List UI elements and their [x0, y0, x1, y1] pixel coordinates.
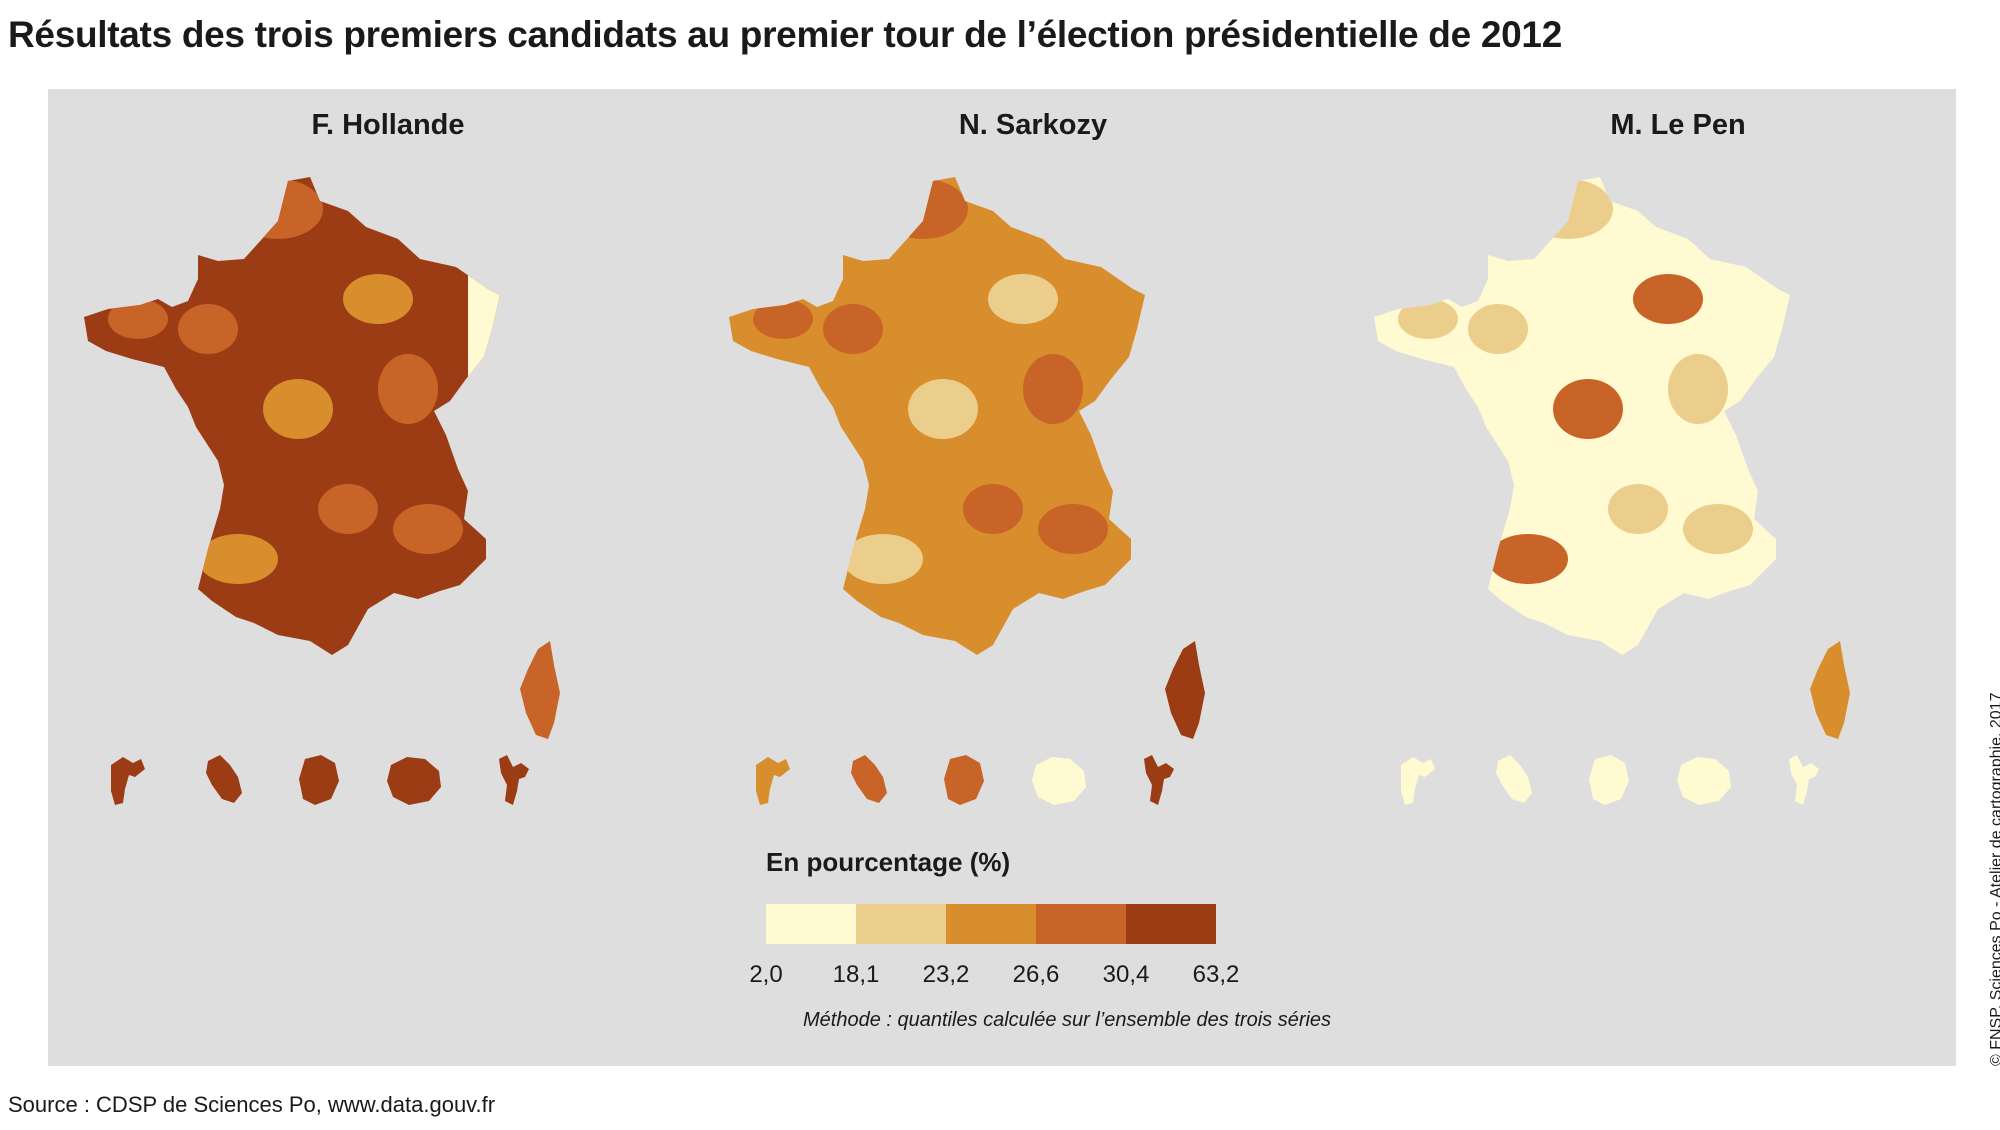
credit-note: © FNSP. Sciences Po - Atelier de cartogr…: [1988, 692, 2000, 1066]
region-patch-8: [963, 484, 1023, 534]
legend-swatch-1: [856, 904, 946, 944]
overseas-territory-4: [1144, 755, 1174, 805]
map-title: Résultats des trois premiers candidats a…: [8, 14, 1562, 55]
region-patch-5: [1683, 504, 1753, 554]
source-note: Source : CDSP de Sciences Po, www.data.g…: [8, 1092, 496, 1117]
region-patch-3: [1023, 354, 1083, 424]
region-patch-east: [468, 269, 500, 419]
choropleth-maps: [84, 177, 1850, 805]
overseas-territory-4: [1789, 755, 1819, 805]
legend-tick-label: 18,1: [832, 961, 880, 988]
overseas-territory-3: [387, 757, 441, 805]
region-patch-3: [1668, 354, 1728, 424]
overseas-territory-3: [1677, 757, 1731, 805]
region-patch-3: [378, 354, 438, 424]
overseas-territory-2: [299, 755, 339, 805]
region-patch-1: [343, 274, 413, 324]
legend-swatch-4: [1126, 904, 1216, 944]
legend-tick-label: 2,0: [749, 961, 783, 988]
map-panel: F. Hollande N. Sarkozy M. Le Pen En pour…: [48, 89, 1956, 1066]
region-patch-0: [1523, 179, 1613, 239]
candidate-title-sarkozy: N. Sarkozy: [958, 109, 1108, 141]
region-patch-7: [753, 299, 813, 339]
candidate-title-hollande: F. Hollande: [311, 109, 465, 141]
region-patch-6: [198, 534, 278, 584]
region-patch-5: [1038, 504, 1108, 554]
legend-tick-label: 23,2: [922, 961, 970, 988]
region-patch-0: [878, 179, 968, 239]
overseas-territory-2: [1589, 755, 1629, 805]
region-patch-7: [1398, 299, 1458, 339]
candidate-title-lepen: M. Le Pen: [1610, 109, 1746, 141]
overseas-territory-1: [1496, 755, 1532, 803]
region-patch-1: [988, 274, 1058, 324]
region-patch-7: [108, 299, 168, 339]
region-patch-8: [1608, 484, 1668, 534]
legend-tick-label: 63,2: [1192, 961, 1240, 988]
legend-tick-label: 30,4: [1102, 961, 1150, 988]
legend-method-note: Méthode : quantiles calculée sur l’ensem…: [803, 1009, 1332, 1031]
corsica-hollande: [520, 641, 560, 739]
region-patch-6: [843, 534, 923, 584]
overseas-territory-0: [1401, 757, 1435, 805]
region-patch-6: [1488, 534, 1568, 584]
region-patch-4: [1553, 379, 1623, 439]
legend-swatch-0: [766, 904, 856, 944]
region-patch-1: [1633, 274, 1703, 324]
region-patch-0: [233, 179, 323, 239]
region-patch-8: [318, 484, 378, 534]
legend-swatch-3: [1036, 904, 1126, 944]
legend-title: En pourcentage (%): [766, 847, 1011, 877]
region-patch-5: [393, 504, 463, 554]
legend-tick-label: 26,6: [1012, 961, 1060, 988]
corsica-sarkozy: [1165, 641, 1205, 739]
overseas-territory-1: [851, 755, 887, 803]
region-patch-2: [1468, 304, 1528, 354]
region-patch-4: [908, 379, 978, 439]
overseas-territory-3: [1032, 757, 1086, 805]
map-lepen: [1374, 177, 1850, 805]
region-patch-2: [823, 304, 883, 354]
map-sarkozy: [729, 177, 1205, 805]
overseas-territory-4: [499, 755, 529, 805]
map-hollande: [84, 177, 560, 805]
overseas-territory-2: [944, 755, 984, 805]
region-patch-4: [263, 379, 333, 439]
region-patch-2: [178, 304, 238, 354]
overseas-territory-0: [756, 757, 790, 805]
corsica-lepen: [1810, 641, 1850, 739]
overseas-territory-0: [111, 757, 145, 805]
overseas-territory-1: [206, 755, 242, 803]
legend-swatch-2: [946, 904, 1036, 944]
